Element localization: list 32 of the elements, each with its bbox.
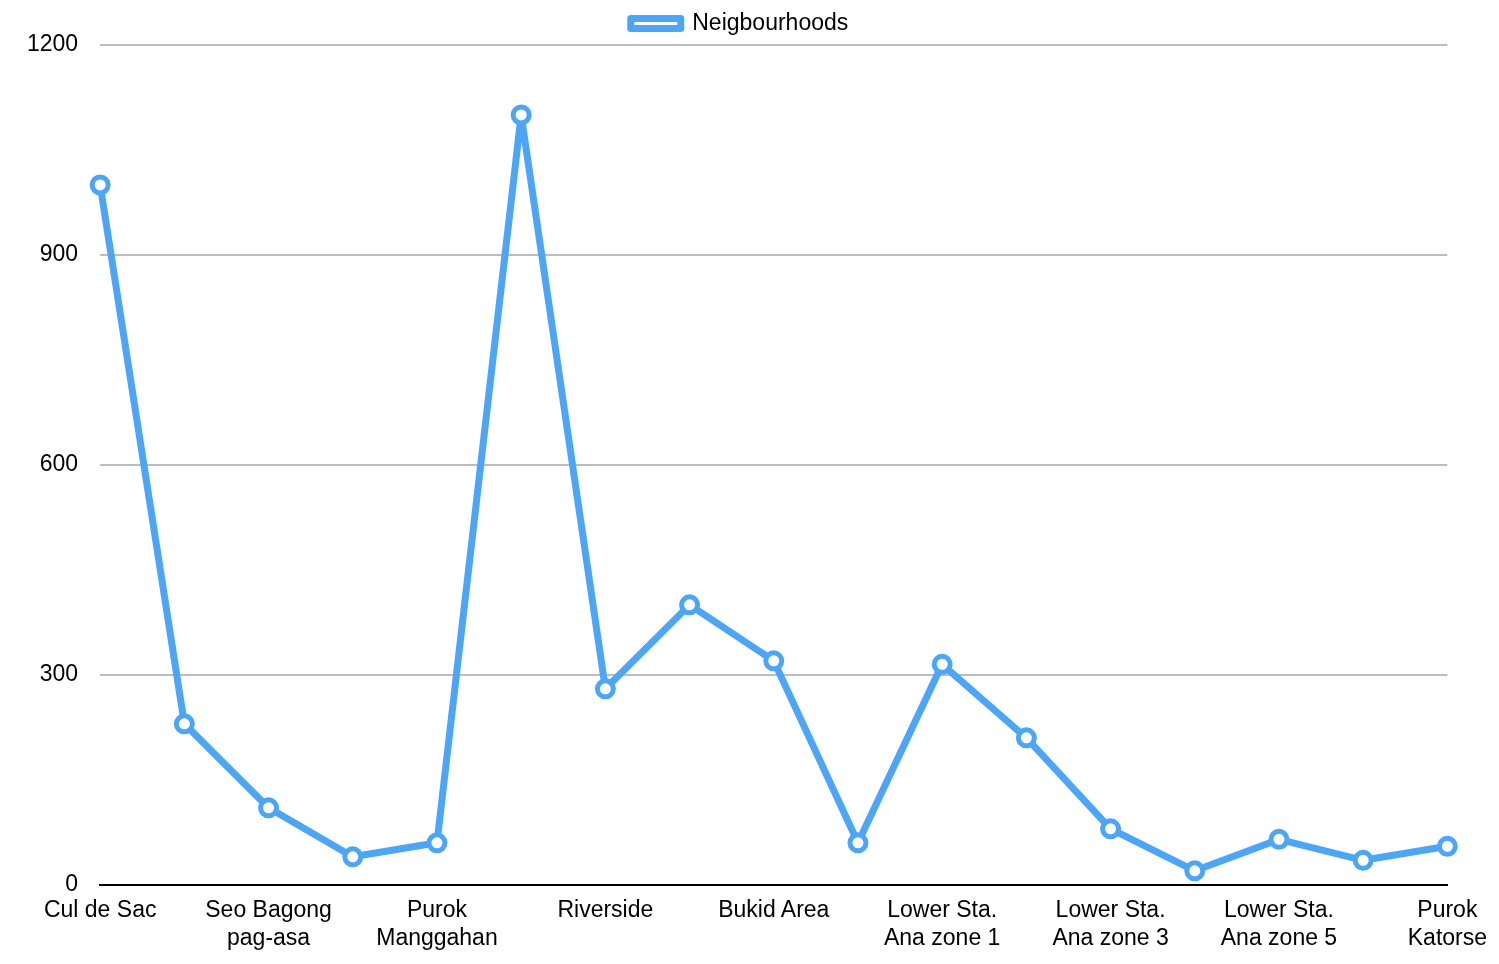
point bbox=[1100, 818, 1122, 840]
point bbox=[173, 713, 195, 735]
legend-label: Neigbourhoods bbox=[692, 8, 849, 35]
point bbox=[1268, 828, 1290, 850]
y-tick-label: 300 bbox=[39, 660, 79, 687]
x-tick-label: Purok Katorse bbox=[1407, 895, 1487, 950]
x-tick-label: Lower Sta. Ana zone 3 bbox=[1052, 895, 1169, 950]
y-tick-label: 0 bbox=[65, 870, 79, 897]
x-tick-label: Riverside bbox=[557, 895, 654, 922]
y-tick-label: 1200 bbox=[26, 30, 79, 57]
point bbox=[1352, 849, 1374, 871]
point bbox=[931, 653, 953, 675]
point bbox=[679, 594, 701, 616]
point bbox=[847, 832, 869, 854]
point bbox=[1015, 727, 1037, 749]
point bbox=[510, 104, 532, 126]
y-tick-label: 900 bbox=[39, 240, 79, 267]
point bbox=[258, 797, 280, 819]
point bbox=[763, 650, 785, 672]
y-tick-label: 600 bbox=[39, 450, 79, 477]
point bbox=[1184, 860, 1206, 882]
point bbox=[594, 678, 616, 700]
point bbox=[89, 174, 111, 196]
x-tick-label: Lower Sta. Ana zone 1 bbox=[883, 895, 1001, 950]
point bbox=[426, 832, 448, 854]
x-tick-label: Purok Manggahan bbox=[376, 895, 498, 950]
point bbox=[1436, 835, 1458, 857]
x-tick-label: Cul de Sac bbox=[43, 895, 157, 922]
x-tick-label: Seo Bagong pag-asa bbox=[205, 895, 332, 950]
point bbox=[342, 846, 364, 868]
x-tick-label: Bukid Area bbox=[718, 895, 830, 922]
x-tick-label: Lower Sta. Ana zone 5 bbox=[1220, 895, 1338, 950]
